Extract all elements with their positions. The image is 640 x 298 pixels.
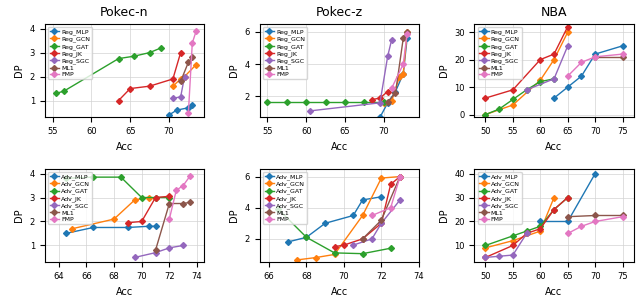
Legend: Adv_MLP, Adv_GCN, Adv_GAT, Adv_JK, Adv_SGC, ML1, FMP: Adv_MLP, Adv_GCN, Adv_GAT, Adv_JK, Adv_S… <box>477 172 522 224</box>
Y-axis label: DP: DP <box>14 64 24 77</box>
X-axis label: Acc: Acc <box>116 286 133 297</box>
Y-axis label: DP: DP <box>14 209 24 222</box>
X-axis label: Acc: Acc <box>116 142 133 152</box>
Legend: Adv_MLP, Adv_GCN, Adv_GAT, Adv_JK, Adv_SGC, ML1, FMP: Adv_MLP, Adv_GCN, Adv_GAT, Adv_JK, Adv_S… <box>263 172 307 224</box>
Legend: Adv_MLP, Adv_GCN, Adv_GAT, Adv_JK, Adv_SGC, ML1, FMP: Adv_MLP, Adv_GCN, Adv_GAT, Adv_JK, Adv_S… <box>48 172 92 224</box>
X-axis label: Acc: Acc <box>331 142 348 152</box>
Y-axis label: DP: DP <box>229 209 239 222</box>
Y-axis label: DP: DP <box>438 64 449 77</box>
X-axis label: Acc: Acc <box>331 286 348 297</box>
X-axis label: Acc: Acc <box>545 142 563 152</box>
Title: Pokec-n: Pokec-n <box>100 5 148 18</box>
Title: Pokec-z: Pokec-z <box>316 5 363 18</box>
Legend: Reg_MLP, Reg_GCN, Reg_GAT, Reg_JK, Reg_SGC, ML1, FMP: Reg_MLP, Reg_GCN, Reg_GAT, Reg_JK, Reg_S… <box>48 27 92 79</box>
X-axis label: Acc: Acc <box>545 286 563 297</box>
Legend: Reg_MLP, Reg_GCN, Reg_GAT, Reg_JK, Reg_SGC, ML1, FMP: Reg_MLP, Reg_GCN, Reg_GAT, Reg_JK, Reg_S… <box>263 27 307 79</box>
Legend: Reg_MLP, Reg_GCN, Reg_GAT, Reg_JK, Reg_SGC, ML1, FMP: Reg_MLP, Reg_GCN, Reg_GAT, Reg_JK, Reg_S… <box>477 27 522 79</box>
Title: NBA: NBA <box>541 5 567 18</box>
Y-axis label: DP: DP <box>229 64 239 77</box>
Y-axis label: DP: DP <box>438 209 449 222</box>
